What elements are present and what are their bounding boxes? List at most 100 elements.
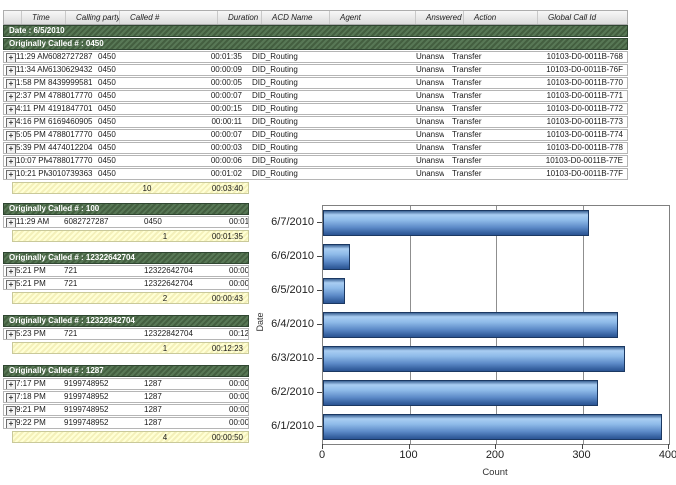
group-rows: + 11:29 AM 6082727287 0450 00:01:35 DID_… (3, 51, 628, 180)
table-row[interactable]: + 11:29 AM 6082727287 0450 00:01:35 (3, 216, 249, 228)
expand-icon[interactable]: + (6, 105, 16, 114)
cell-answered: Unanswered (416, 91, 444, 100)
cell-agent (312, 169, 400, 179)
expand-icon[interactable]: + (6, 144, 16, 153)
expand-icon[interactable]: + (6, 393, 16, 402)
cell-calling-party: 4788017770 (48, 91, 93, 100)
bar-6/4/2010 (323, 312, 618, 338)
expand-cell: + (4, 217, 16, 227)
table-row[interactable]: + 11:34 AM 6130629432 0450 00:00:09 DID_… (3, 64, 628, 76)
table-row[interactable]: + 7:17 PM 9199748952 1287 00:00:13 (3, 378, 249, 390)
expand-cell: + (4, 78, 16, 88)
table-row[interactable]: + 5:05 PM 4788017770 0450 00:00:07 DID_R… (3, 129, 628, 141)
expand-icon[interactable]: + (6, 218, 16, 227)
cell-time: 11:29 AM (16, 217, 50, 226)
expand-icon[interactable]: + (6, 380, 16, 389)
table-row[interactable]: + 2:37 PM 4788017770 0450 00:00:07 DID_R… (3, 90, 628, 102)
expand-icon[interactable]: + (6, 280, 16, 289)
cell-global-call-id: 10103-D0-0011B-773 (546, 117, 623, 126)
bar-6/2/2010 (323, 380, 599, 406)
cell-time: 1:58 PM (16, 78, 46, 87)
cell-acd-name: DID_Routing (252, 130, 298, 139)
expand-icon[interactable]: + (6, 170, 16, 179)
y-tick-mark (317, 222, 322, 223)
x-tick-mark (408, 444, 410, 449)
cell-calling-party: 9199748952 (64, 379, 109, 388)
expand-cell: + (4, 266, 16, 276)
cell-action: Transfer (452, 117, 482, 126)
cell-answered: Unanswered (416, 52, 444, 61)
expand-icon[interactable]: + (6, 406, 16, 415)
summary-count: 4 (162, 433, 168, 442)
group-band: Originally Called # : 12322842704 (3, 315, 249, 327)
cell-agent (312, 143, 400, 153)
table-header: Time Calling party # Called # Duration A… (3, 10, 628, 25)
cell-called: 12322642704 (144, 266, 193, 275)
table-row[interactable]: + 9:22 PM 9199748952 1287 00:00:11 (3, 417, 249, 429)
expand-icon[interactable]: + (6, 79, 16, 88)
expand-icon[interactable]: + (6, 131, 16, 140)
bar-6/6/2010 (323, 244, 350, 270)
cell-calling-party: 721 (64, 329, 78, 338)
cell-action: Transfer (452, 156, 482, 165)
cell-time: 5:21 PM (16, 266, 46, 275)
group-band: Originally Called # : 1287 (3, 365, 249, 377)
header-cell-expand (4, 11, 21, 24)
cell-answered: Unanswered (416, 65, 444, 74)
table-row[interactable]: + 10:07 PM 4788017770 0450 00:00:06 DID_… (3, 155, 628, 167)
expand-icon[interactable]: + (6, 419, 16, 428)
table-row[interactable]: + 5:21 PM 721 12322642704 00:00:09 (3, 265, 249, 277)
call-group-12322842704: Originally Called # : 12322842704 + 5:23… (3, 315, 249, 354)
expand-cell: + (4, 104, 16, 114)
group-rows: + 7:17 PM 9199748952 1287 00:00:13 + 7:1… (3, 378, 249, 429)
table-row[interactable]: + 9:21 PM 9199748952 1287 00:00:14 (3, 404, 249, 416)
x-tick-label: 300 (572, 449, 591, 461)
bar-slot (323, 308, 669, 342)
cell-duration: 00:00:07 (210, 130, 242, 139)
cell-time: 11:34 AM (16, 65, 48, 74)
table-row[interactable]: + 10:21 PM 3010739363 0450 00:01:02 DID_… (3, 168, 628, 180)
cell-agent (312, 52, 400, 62)
cell-acd-name: DID_Routing (252, 78, 298, 87)
table-row[interactable]: + 5:23 PM 721 12322842704 00:12:23 (3, 328, 249, 340)
cell-agent (312, 78, 400, 88)
summary-count: 10 (142, 184, 152, 193)
group-band: Originally Called # : 12322642704 (3, 252, 249, 264)
expand-icon[interactable]: + (6, 53, 16, 62)
expand-icon[interactable]: + (6, 92, 16, 101)
expand-icon[interactable]: + (6, 267, 16, 276)
cell-answered: Unanswered (416, 104, 444, 113)
y-tick-mark (317, 358, 322, 359)
table-row[interactable]: + 4:11 PM 4191847701 0450 00:00:15 DID_R… (3, 103, 628, 115)
expand-cell: + (4, 52, 16, 62)
expand-cell: + (4, 65, 16, 75)
expand-icon[interactable]: + (6, 66, 16, 75)
cell-duration: 00:00:09 (229, 266, 248, 275)
cell-acd-name: DID_Routing (252, 91, 298, 100)
cell-action: Transfer (452, 130, 482, 139)
table-row[interactable]: + 1:58 PM 8439999581 0450 00:00:05 DID_R… (3, 77, 628, 89)
cell-duration: 00:01:02 (210, 169, 242, 178)
cell-action: Transfer (452, 65, 482, 74)
cell-acd-name: DID_Routing (252, 52, 298, 61)
expand-icon[interactable]: + (6, 118, 16, 127)
cell-time: 9:22 PM (16, 418, 46, 427)
table-row[interactable]: + 7:18 PM 9199748952 1287 00:00:12 (3, 391, 249, 403)
cell-called: 1287 (144, 418, 162, 427)
table-row[interactable]: + 4:16 PM 6169460905 0450 00:00:11 DID_R… (3, 116, 628, 128)
cell-answered: Unanswered (416, 156, 444, 165)
table-row[interactable]: + 5:39 PM 4474012204 0450 00:00:03 DID_R… (3, 142, 628, 154)
x-tick-label: 100 (399, 449, 418, 461)
cell-agent (312, 65, 400, 75)
table-row[interactable]: + 11:29 AM 6082727287 0450 00:01:35 DID_… (3, 51, 628, 63)
y-tick-mark (317, 324, 322, 325)
cell-acd-name: DID_Routing (252, 117, 298, 126)
y-tick-label: 6/1/2010 (271, 420, 314, 432)
table-row[interactable]: + 5:21 PM 721 12322642704 00:00:34 (3, 278, 249, 290)
cell-action: Transfer (452, 169, 482, 178)
x-tick-mark (495, 444, 496, 449)
expand-icon[interactable]: + (6, 157, 16, 166)
summary-count: 1 (162, 232, 168, 241)
header-cell-called: Called # (119, 11, 217, 24)
expand-icon[interactable]: + (6, 330, 16, 339)
